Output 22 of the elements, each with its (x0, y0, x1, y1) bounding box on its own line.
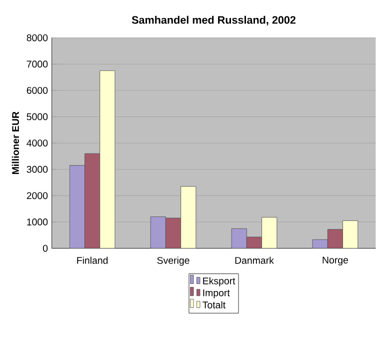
legend-label: Import (203, 289, 230, 298)
y-axis-title: Millioner EUR (12, 112, 19, 174)
bar (262, 216, 278, 248)
legend-label: Totalt (202, 301, 226, 308)
x-tick-label: Danmark (235, 256, 274, 264)
y-tick-label: 5000 (26, 113, 48, 120)
bar (180, 186, 196, 248)
y-tick-label: 3000 (26, 166, 48, 173)
legend-label: Eksport (203, 277, 236, 286)
y-tick-label: 2000 (26, 192, 48, 199)
bar (100, 70, 116, 248)
chart-title: Samhandel med Russland, 2002 (132, 16, 296, 26)
y-tick-label: 1000 (27, 218, 48, 226)
bar (342, 220, 358, 248)
y-tick-label: 7000 (26, 60, 48, 68)
x-tick-label: Finland (77, 256, 108, 264)
y-tick-label: 4000 (26, 139, 48, 146)
y-tick-label: 6000 (26, 86, 48, 94)
y-tick-label: 8000 (26, 34, 48, 42)
x-tick-label: Sverige (157, 256, 190, 266)
y-tick-label: 0 (42, 244, 48, 252)
x-tick-label: Norge (322, 256, 348, 266)
